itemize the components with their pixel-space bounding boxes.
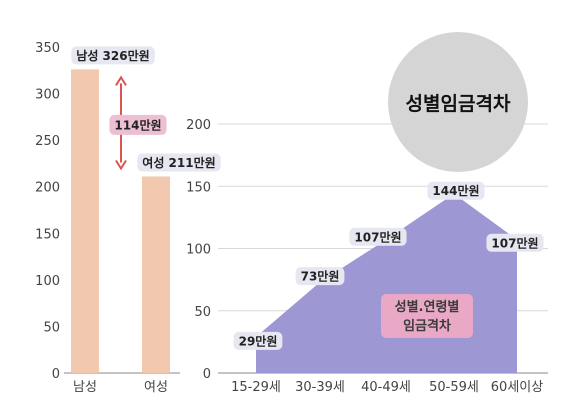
- area-data-label-bg: [486, 233, 544, 252]
- bar-x-tick-label: 여성: [144, 380, 168, 395]
- bar-data-label-bg: [137, 153, 221, 172]
- bar-y-tick-label: 150: [35, 227, 60, 242]
- area-data-label-text: 29만원: [239, 333, 278, 348]
- area-data-label-text: 144만원: [432, 183, 479, 198]
- area-x-tick-label: 50-59세: [429, 380, 479, 395]
- area-x-tick-label: 40-49세: [361, 380, 411, 395]
- difference-label-bg: [109, 114, 167, 135]
- area-y-tick-label: 100: [186, 243, 211, 258]
- bar-y-tick-label: 100: [35, 274, 60, 289]
- area-chart: 0 50 100 150 200 15-29세 30-39세 40-49세 50-59세 60세이…: [186, 118, 548, 395]
- bar-y-tick-label: 50: [43, 320, 60, 335]
- bar-y-tick-label: 300: [35, 88, 60, 103]
- bar: [71, 69, 99, 374]
- area-data-label-text: 107만원: [354, 229, 401, 244]
- area-annotation-line: 임금격차: [403, 318, 451, 334]
- difference-arrow-head-up: [115, 75, 127, 86]
- difference-label: 114만원: [109, 114, 167, 135]
- area-y-tick-label: 200: [186, 118, 211, 133]
- bar-y-tick-label: 0: [52, 367, 60, 382]
- area-x-tick-label: 30-39세: [295, 380, 345, 395]
- bar-data-label-text: 남성 326만원: [76, 48, 149, 63]
- bar-data-label: 남성 326만원: [71, 46, 155, 65]
- difference-label-text: 114만원: [114, 117, 161, 132]
- area-y-tick-label: 50: [194, 305, 211, 320]
- area-data-label-bg: [295, 267, 345, 286]
- bar-x-tick-label: 남성: [73, 380, 97, 395]
- area-data-label: 107만원: [486, 233, 544, 252]
- area-data-label-bg: [349, 227, 407, 246]
- area-data-label: 144만원: [427, 181, 485, 200]
- area-x-tick-label: 60세이상: [491, 380, 543, 395]
- area-data-label: 73만원: [295, 267, 345, 286]
- bar-y-tick-label: 250: [35, 134, 60, 149]
- bar-y-tick-label: 200: [35, 181, 60, 196]
- bar-data-label-text: 여성 211만원: [142, 155, 215, 170]
- bar: [142, 176, 170, 373]
- area-data-label-text: 73만원: [301, 269, 340, 284]
- title-circle: [388, 32, 528, 172]
- area-data-label-text: 107만원: [491, 235, 538, 250]
- area-data-label: 29만원: [233, 331, 283, 350]
- area-data-label-bg: [427, 181, 485, 200]
- area-series: [256, 193, 517, 373]
- difference-arrow-head-down: [115, 159, 127, 171]
- bar-data-label-bg: [71, 46, 155, 65]
- area-annotation-bg: [381, 294, 473, 338]
- bar-y-tick-label: 350: [35, 41, 60, 56]
- area-data-label-bg: [233, 331, 283, 350]
- bar-data-label: 여성 211만원: [137, 153, 221, 172]
- area-data-label: 107만원: [349, 227, 407, 246]
- area-y-tick-label: 150: [186, 180, 211, 195]
- area-x-tick-label: 15-29세: [231, 380, 281, 395]
- area-annotation-line: 성별.연령별: [395, 299, 460, 315]
- area-y-tick-label: 0: [203, 367, 211, 382]
- chart-title: 성별임금격차: [406, 93, 511, 115]
